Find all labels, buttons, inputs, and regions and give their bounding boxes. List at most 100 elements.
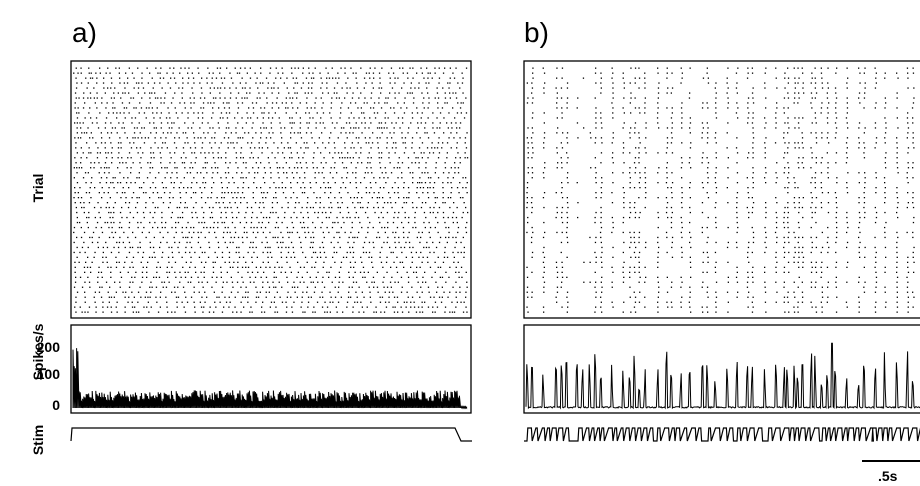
raster-a-spike xyxy=(265,77,268,79)
raster-b-spike xyxy=(912,231,914,234)
raster-a-spike xyxy=(262,286,264,288)
raster-b-spike xyxy=(600,296,602,298)
raster-a-spike xyxy=(383,311,386,313)
raster-a-spike xyxy=(419,182,421,184)
raster-a-spike xyxy=(186,172,188,174)
raster-a-spike xyxy=(140,296,142,298)
raster-a-spike xyxy=(82,122,84,124)
raster-b-spike xyxy=(863,152,865,154)
raster-a-spike xyxy=(153,236,155,239)
raster-a-spike xyxy=(461,276,463,278)
raster-b-spike xyxy=(821,271,823,273)
raster-b-spike xyxy=(656,117,659,119)
raster-a-spike xyxy=(211,82,213,84)
raster-a-spike xyxy=(171,122,173,124)
raster-a-spike xyxy=(232,197,234,199)
raster-a-spike xyxy=(399,67,401,69)
raster-b-spike xyxy=(907,147,910,149)
raster-a-spike xyxy=(416,236,418,239)
raster-a-spike xyxy=(179,281,181,283)
raster-a-spike xyxy=(459,137,461,139)
raster-a-spike xyxy=(233,182,235,184)
raster-a-spike xyxy=(298,157,300,159)
raster-b-spike xyxy=(814,187,816,189)
raster-a-spike xyxy=(389,162,391,164)
raster-a-spike xyxy=(369,137,371,139)
raster-b-spike xyxy=(859,72,861,74)
raster-a-spike xyxy=(184,167,186,169)
raster-a-spike xyxy=(400,276,403,278)
raster-a-spike xyxy=(110,152,113,154)
raster-a-spike xyxy=(95,311,97,313)
raster-b-spike xyxy=(793,197,796,199)
raster-b-spike xyxy=(875,177,877,179)
raster-a-spike xyxy=(444,246,446,249)
raster-a-spike xyxy=(449,77,451,79)
raster-b-spike xyxy=(638,241,640,244)
raster-a-spike xyxy=(212,172,214,174)
raster-b-spike xyxy=(846,281,848,283)
raster-b-spike xyxy=(638,162,640,164)
raster-a-spike xyxy=(307,301,310,303)
raster-a-spike xyxy=(171,291,173,293)
raster-b-spike xyxy=(775,251,777,254)
raster-a-spike xyxy=(402,231,405,234)
raster-b-spike xyxy=(821,311,823,313)
raster-b-spike xyxy=(752,172,754,174)
raster-a-spike xyxy=(269,167,271,169)
raster-a-spike xyxy=(381,127,383,129)
raster-a-spike xyxy=(367,226,369,229)
raster-a-spike xyxy=(73,177,75,179)
raster-a-spike xyxy=(73,72,75,74)
raster-b-spike xyxy=(689,127,691,129)
raster-a-spike xyxy=(266,97,268,99)
raster-a-spike xyxy=(189,251,191,254)
raster-a-spike xyxy=(74,261,76,263)
raster-b-spike xyxy=(622,271,624,273)
raster-a-spike xyxy=(117,167,119,169)
raster-b-spike xyxy=(747,157,749,159)
raster-a-spike xyxy=(425,162,427,164)
raster-a-spike xyxy=(160,67,162,69)
raster-a-spike xyxy=(271,152,273,154)
raster-b-spike xyxy=(543,291,545,293)
raster-a-spike xyxy=(88,211,90,214)
raster-a-spike xyxy=(80,127,82,129)
raster-a-spike xyxy=(380,311,382,313)
raster-a-spike xyxy=(328,216,330,219)
raster-b-spike xyxy=(775,67,777,69)
raster-a-spike xyxy=(97,127,100,129)
raster-a-spike xyxy=(427,172,429,174)
raster-b-spike xyxy=(907,266,909,268)
raster-a-spike xyxy=(349,182,351,184)
raster-a-spike xyxy=(257,167,260,169)
raster-a-spike xyxy=(432,122,434,124)
raster-b-spike xyxy=(666,177,668,179)
raster-a-spike xyxy=(439,112,442,114)
raster-a-spike xyxy=(143,216,145,219)
raster-a-spike xyxy=(457,226,460,229)
raster-a-spike xyxy=(116,112,118,114)
raster-a-spike xyxy=(336,251,338,254)
raster-b-spike xyxy=(666,301,668,303)
raster-b-spike xyxy=(874,306,876,308)
raster-b-spike xyxy=(885,127,887,129)
raster-b-spike xyxy=(532,132,534,134)
raster-a-spike xyxy=(122,187,124,189)
raster-a-spike xyxy=(161,147,163,149)
raster-a-spike xyxy=(407,276,410,278)
raster-b-spike xyxy=(810,286,813,288)
raster-b-spike xyxy=(798,157,800,159)
raster-b-spike xyxy=(566,97,569,99)
raster-a-spike xyxy=(250,117,252,119)
raster-a-spike xyxy=(370,122,372,124)
raster-a-spike xyxy=(183,152,185,154)
raster-b-spike xyxy=(667,187,669,189)
raster-b-spike xyxy=(913,246,915,249)
raster-a-spike xyxy=(352,132,354,134)
raster-b-spike xyxy=(715,281,718,283)
raster-b-spike xyxy=(846,241,849,244)
raster-a-spike xyxy=(458,271,460,273)
raster-a-spike xyxy=(245,261,247,263)
raster-a-spike xyxy=(107,266,109,268)
